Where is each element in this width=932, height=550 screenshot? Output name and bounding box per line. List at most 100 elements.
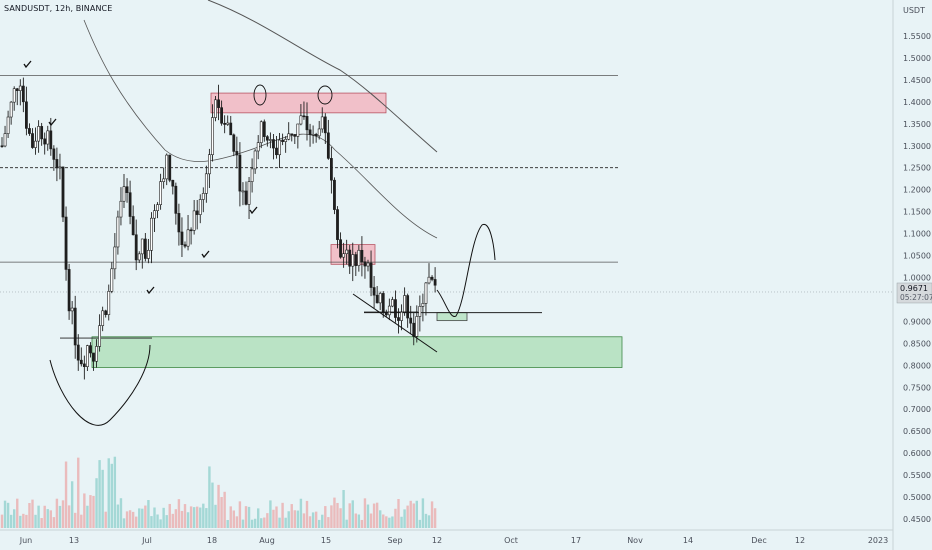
accumulation-arc	[49, 344, 151, 426]
volume-bar	[159, 519, 162, 528]
volume-bar	[366, 504, 370, 528]
candle-body	[409, 317, 413, 324]
candle-body	[198, 199, 202, 215]
volume-bar	[253, 518, 257, 528]
volume-bar	[13, 509, 16, 528]
volume-bar	[400, 516, 403, 528]
volume-bar	[247, 506, 251, 528]
candle-body	[0, 145, 4, 148]
volume-bar	[266, 513, 269, 528]
volume-bar	[119, 498, 123, 528]
candle-body	[357, 249, 361, 266]
volume-bar	[168, 503, 171, 528]
candle-body	[192, 210, 196, 231]
candle-body	[302, 115, 306, 118]
candle-body	[403, 295, 407, 313]
candle-body	[314, 133, 318, 137]
volume-bar	[196, 506, 199, 528]
volume-bar	[235, 516, 239, 528]
candle-body	[150, 217, 153, 251]
candle-body	[67, 269, 71, 312]
volume-bar	[281, 502, 284, 528]
candle-body	[372, 287, 376, 296]
x-tick-label: 13	[69, 536, 79, 545]
volume-bar	[388, 517, 391, 528]
volume-bar	[9, 514, 13, 528]
y-tick-label: 1.0000	[903, 274, 931, 283]
volume-bar	[211, 482, 214, 528]
candle-body	[40, 126, 44, 140]
volume-bar	[202, 503, 205, 528]
volume-bar	[34, 514, 37, 528]
volume-bar	[77, 457, 80, 528]
volume-bar	[278, 517, 281, 528]
candle-body	[34, 140, 37, 148]
x-tick-label: 12	[795, 536, 805, 545]
volume-bar	[241, 519, 245, 528]
volume-bar	[214, 504, 217, 528]
candle-body	[235, 151, 239, 156]
volume-bar	[135, 516, 138, 528]
candle-body	[323, 116, 327, 134]
candle-body	[351, 254, 355, 267]
candle-body	[110, 268, 114, 292]
y-tick-label: 0.6000	[903, 449, 931, 458]
candle-body	[265, 136, 269, 141]
volume-bar	[424, 513, 428, 528]
candle-body	[256, 142, 260, 152]
candle-body	[308, 129, 312, 135]
candle-body	[119, 200, 123, 218]
candle-body	[24, 101, 28, 129]
candle-body	[208, 154, 211, 175]
x-tick-label: Jul	[141, 536, 152, 545]
x-tick-label: Sep	[387, 536, 402, 545]
candle-body	[378, 293, 382, 304]
volume-bar	[92, 495, 95, 528]
candle-body	[394, 299, 397, 318]
y-tick-label: 1.3000	[903, 142, 931, 151]
candle-body	[360, 249, 364, 263]
candle-body	[406, 295, 410, 319]
candle-body	[79, 359, 83, 365]
support-zone	[91, 336, 623, 368]
volume-bar	[260, 518, 263, 528]
volume-bar	[308, 516, 312, 528]
volume-bar	[296, 510, 300, 528]
annotation-lines-layer	[0, 0, 893, 339]
candle-body	[342, 253, 346, 258]
volume-bar	[272, 509, 275, 528]
time-axis[interactable]: Jun 13 Jul 18 Aug 15 Sep 12 Oct 17 Nov 14 Dec 12 2023	[19, 536, 888, 545]
candle-body	[186, 229, 190, 247]
candle-body	[143, 238, 147, 259]
price-axis[interactable]: USDT 1.5500 1.5000 1.4500 1.4000 1.3500 1.3000…	[903, 6, 931, 524]
candle-body	[104, 310, 108, 315]
volume-bar	[125, 511, 129, 528]
candle-body	[412, 322, 416, 337]
candle-body	[253, 150, 257, 170]
volume-layer	[0, 456, 437, 528]
volume-bar	[302, 513, 306, 528]
volume-bar	[263, 517, 266, 528]
volume-bar	[162, 507, 165, 528]
candle-body	[305, 116, 309, 131]
candle-body	[247, 181, 251, 205]
candle-body	[101, 310, 105, 326]
volume-bar	[415, 500, 418, 528]
volume-bar	[314, 511, 318, 528]
volume-bar	[257, 508, 260, 528]
candle-body	[195, 210, 199, 215]
candle-body	[311, 133, 315, 136]
candle-body	[369, 262, 373, 288]
candle-body	[387, 305, 391, 316]
candle-body	[177, 213, 181, 233]
candle-body	[183, 244, 187, 247]
volume-bar	[52, 517, 56, 528]
candle-body	[418, 306, 422, 317]
candle-body	[287, 133, 291, 140]
candle-body	[153, 210, 156, 219]
candle-body	[98, 325, 102, 347]
x-tick-label: 15	[321, 536, 331, 545]
volume-bar	[421, 498, 425, 528]
volume-bar	[238, 501, 242, 528]
